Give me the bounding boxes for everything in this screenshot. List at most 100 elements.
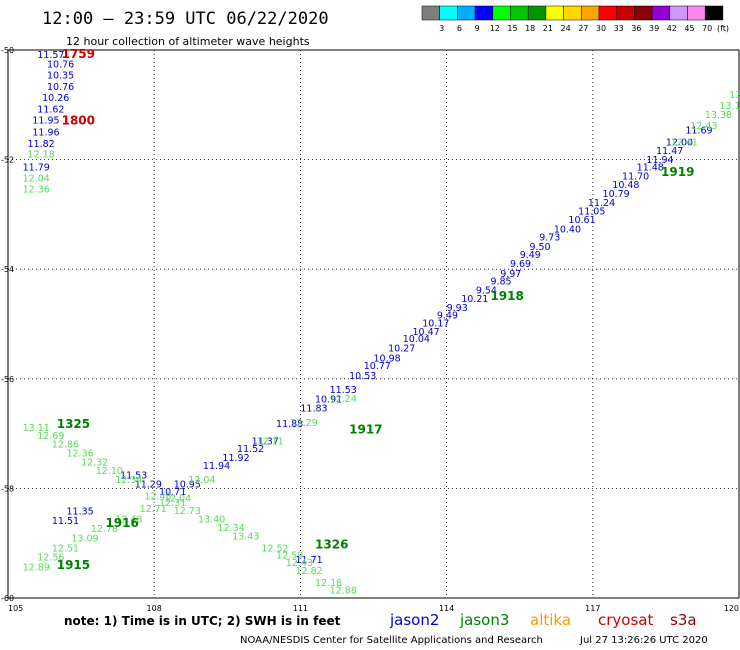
jason3-point: 12.36 <box>66 449 93 460</box>
colorbar-tick: 33 <box>614 24 624 33</box>
jason2-point: 10.53 <box>349 371 376 382</box>
jason2-point: 12.00 <box>666 137 693 148</box>
colorbar-swatch <box>474 5 494 21</box>
jason2-point: 10.95 <box>174 479 201 490</box>
jason3-point: 12.43 <box>286 558 313 569</box>
colorbar-swatch <box>421 5 440 21</box>
jason2-point: 11.24 <box>588 198 615 209</box>
colorbar-units: (ft) <box>717 24 729 33</box>
grid <box>8 50 739 598</box>
jason2-point: 11.29 <box>135 479 162 490</box>
jason2-point: 11.62 <box>37 104 64 115</box>
colorbar-tick: 21 <box>543 24 553 33</box>
jason2-point: 10.76 <box>47 60 74 71</box>
jason3-point: 12.24 <box>330 394 357 405</box>
jason3-point: 13.09 <box>71 534 98 545</box>
jason3-point: 13.40 <box>198 514 225 525</box>
colorbar-tick: 15 <box>507 24 517 33</box>
jason2-point: 10.61 <box>568 215 595 226</box>
jason2-point: 10.77 <box>364 361 391 372</box>
time-label: 1800 <box>62 114 95 128</box>
jason3-point: 12.88 <box>330 586 357 597</box>
jason2-point: 11.96 <box>32 127 59 138</box>
colorbar-swatch <box>651 5 671 21</box>
jason3-point: 12.36 <box>23 184 50 195</box>
jason2-point: 11.82 <box>27 139 54 150</box>
data-points: 11.5710.7610.3510.7610.2611.6211.9511.96… <box>23 50 740 596</box>
legend: jason2 jason3 altika cryosat s3a <box>389 611 697 629</box>
jason3-point: 12.31 <box>159 498 186 509</box>
time-label: 1759 <box>62 47 95 61</box>
colorbar-tick: 9 <box>475 24 480 33</box>
jason3-point: 12.71 <box>140 504 167 515</box>
jason2-point: 11.53 <box>120 471 147 482</box>
y-tick-label: -50 <box>1 46 14 55</box>
colorbar-tick: 24 <box>561 24 571 33</box>
jason2-point: 11.35 <box>66 507 93 518</box>
jason2-point: 11.95 <box>32 115 59 126</box>
jason2-point: 9.50 <box>529 242 550 253</box>
jason3-point: 12.86 <box>52 439 79 450</box>
colorbar-tick: 6 <box>457 24 462 33</box>
colorbar-swatch <box>598 5 617 21</box>
y-tick-label: -54 <box>1 265 14 274</box>
jason2-point: 11.88 <box>276 419 303 430</box>
jason3-point: 12.69 <box>37 431 64 442</box>
time-labels: 1759 1800 1919 1918 1917 1325 1916 1915 1326 <box>57 47 695 572</box>
colorbar-swatch <box>616 5 635 21</box>
jason2-point: 10.17 <box>422 319 449 330</box>
jason2-point: 10.04 <box>403 334 430 345</box>
jason2-point: 11.70 <box>622 171 649 182</box>
jason3-point: 12.29 <box>291 418 318 429</box>
footer-timestamp: Jul 27 13:26:26 UTC 2020 <box>579 635 708 646</box>
jason3-point: 13.11 <box>23 423 50 434</box>
jason2-point: 10.48 <box>612 180 639 191</box>
jason3-point: 12.73 <box>174 506 201 517</box>
legend-altika: altika <box>530 611 571 629</box>
jason2-point: 11.94 <box>203 461 230 472</box>
footer-credit: NOAA/NESDIS Center for Satellite Applica… <box>240 635 543 646</box>
jason2-point: 11.92 <box>222 453 249 464</box>
legend-jason2: jason2 <box>389 611 439 629</box>
jason3-point: 12.43 <box>690 121 717 132</box>
time-label: 1326 <box>315 538 348 552</box>
colorbar-tick: 30 <box>596 24 606 33</box>
jason3-point: 12.34 <box>218 523 245 534</box>
jason2-point: 10.98 <box>374 353 401 364</box>
time-label: 1919 <box>661 165 694 179</box>
colorbar-swatch <box>704 5 724 21</box>
colorbar-swatch <box>510 5 529 21</box>
colorbar-tick: 39 <box>649 24 659 33</box>
x-tick-label: 117 <box>585 604 600 613</box>
jason2-point: 11.52 <box>237 444 264 455</box>
legend-jason3: jason3 <box>459 611 509 629</box>
colorbar-tick: 18 <box>525 24 535 33</box>
jason3-point: 12.43 <box>144 491 171 502</box>
jason3-point: 12.04 <box>23 174 50 185</box>
time-label: 1916 <box>105 516 138 530</box>
jason2-point: 9.49 <box>520 250 541 261</box>
x-tick-label: 105 <box>8 604 23 613</box>
colorbar-swatch <box>492 5 511 21</box>
jason3-point: 12.41 <box>671 137 698 148</box>
chart-title: 12:00 – 23:59 UTC 06/22/2020 <box>42 9 329 29</box>
jason3-point: 12.10 <box>96 466 123 477</box>
jason2-point: 10.47 <box>412 327 439 338</box>
jason2-point: 9.85 <box>490 277 511 288</box>
x-tick-labels: 105 108 111 114 117 120 <box>8 604 739 613</box>
jason3-point: 12.34 <box>115 475 142 486</box>
x-tick-label: 120 <box>724 604 739 613</box>
jason2-point: 10.35 <box>47 70 74 81</box>
jason3-point: 12.18 <box>27 149 54 160</box>
colorbar-swatch <box>634 5 653 21</box>
jason3-point: 13.43 <box>232 531 259 542</box>
jason2-point: 9.97 <box>500 269 521 280</box>
chart-subtitle: 12 hour collection of altimeter wave hei… <box>66 35 310 48</box>
jason3-point: 12.04 <box>188 475 215 486</box>
colorbar-tick: 12 <box>490 24 500 33</box>
jason2-point: 10.27 <box>388 343 415 354</box>
jason2-point: 9.69 <box>510 259 531 270</box>
jason3-point: 13.38 <box>705 110 732 121</box>
jason2-point: 10.21 <box>461 294 488 305</box>
jason3-point: 12.89 <box>23 563 50 574</box>
